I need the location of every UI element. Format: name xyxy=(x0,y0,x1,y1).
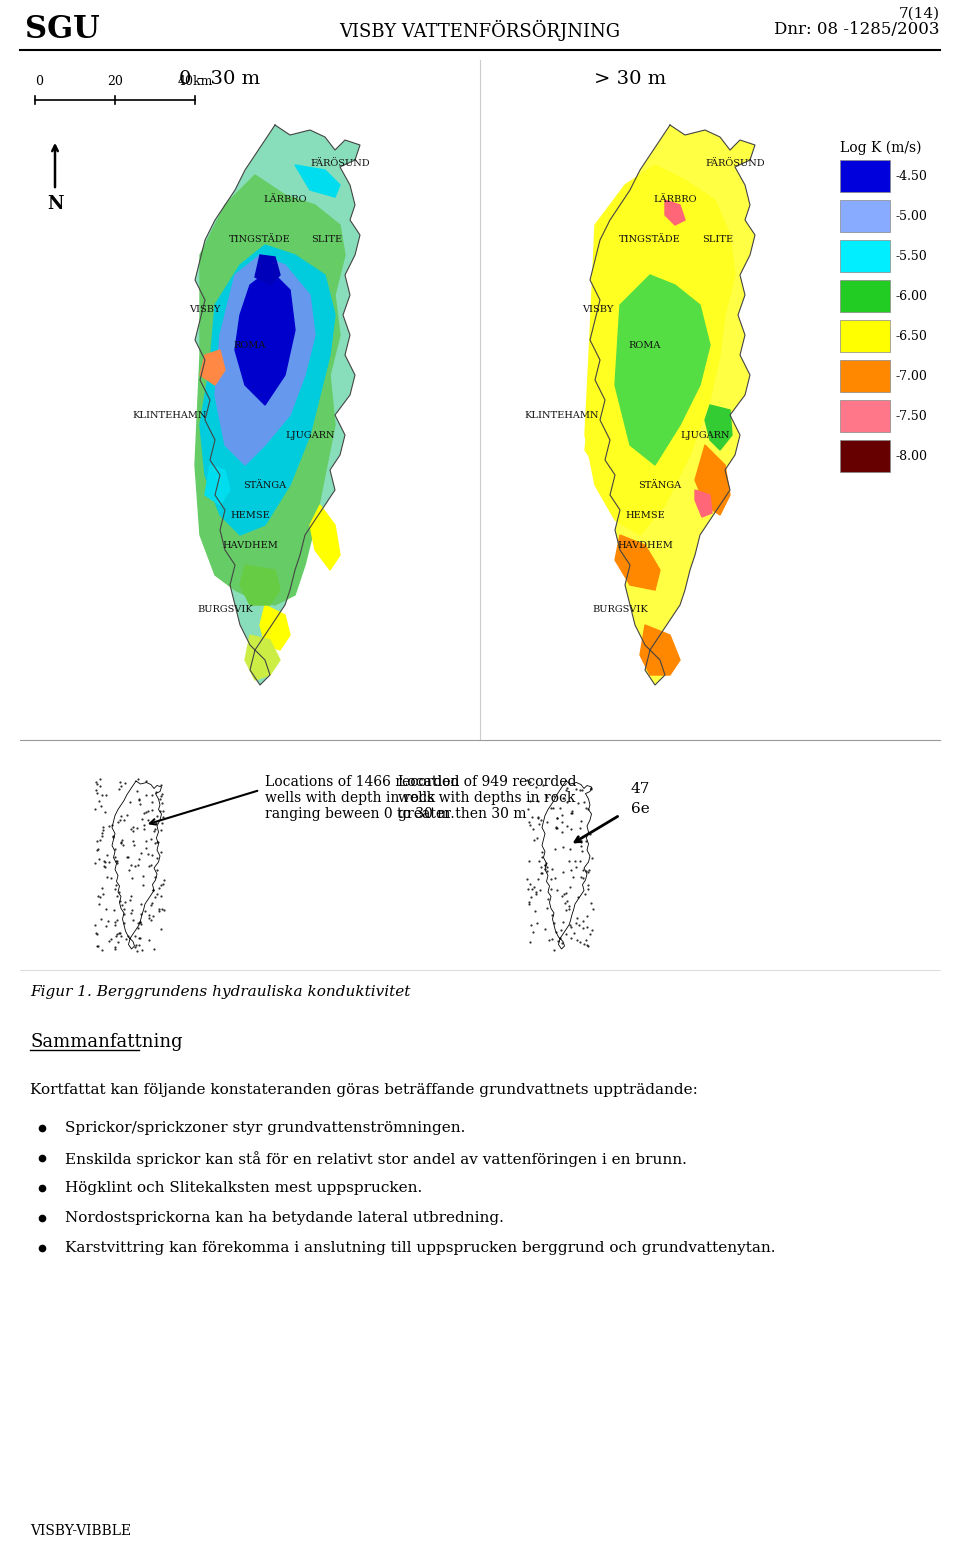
Polygon shape xyxy=(112,782,161,948)
Text: ranging beween 0 to 30 m.: ranging beween 0 to 30 m. xyxy=(265,807,455,821)
Text: 47: 47 xyxy=(631,782,650,796)
Text: ROMA: ROMA xyxy=(629,340,661,349)
Text: STÄNGA: STÄNGA xyxy=(244,480,287,490)
Text: HEMSE: HEMSE xyxy=(230,510,270,519)
Text: -5.00: -5.00 xyxy=(896,209,928,223)
Polygon shape xyxy=(542,782,591,948)
Text: > 30 m: > 30 m xyxy=(594,70,666,87)
Text: TINGSTÄDE: TINGSTÄDE xyxy=(619,236,681,245)
Text: -6.00: -6.00 xyxy=(896,290,928,303)
Text: TINGSTÄDE: TINGSTÄDE xyxy=(229,236,291,245)
Text: -6.50: -6.50 xyxy=(896,329,928,343)
Text: STÄNGA: STÄNGA xyxy=(638,480,682,490)
Text: -4.50: -4.50 xyxy=(896,170,928,183)
Polygon shape xyxy=(200,245,335,535)
Polygon shape xyxy=(200,349,225,385)
Text: LJUGARN: LJUGARN xyxy=(681,431,730,440)
Text: greater then 30 m: greater then 30 m xyxy=(398,807,526,821)
Text: LÄRBRO: LÄRBRO xyxy=(263,195,307,204)
Text: LÄRBRO: LÄRBRO xyxy=(653,195,697,204)
Text: VISBY: VISBY xyxy=(189,306,221,315)
Polygon shape xyxy=(255,254,280,285)
Text: Location of 949 recorded: Location of 949 recorded xyxy=(398,775,577,789)
Text: SGU: SGU xyxy=(25,14,100,45)
Text: -7.50: -7.50 xyxy=(896,409,927,423)
Bar xyxy=(840,399,890,432)
Text: ROMA: ROMA xyxy=(234,340,266,349)
Text: Log K (m/s): Log K (m/s) xyxy=(840,140,922,154)
Text: LJUGARN: LJUGARN xyxy=(285,431,335,440)
Polygon shape xyxy=(205,465,230,505)
Text: Dnr: 08 -1285/2003: Dnr: 08 -1285/2003 xyxy=(775,22,940,39)
Polygon shape xyxy=(600,195,725,505)
Bar xyxy=(840,161,890,192)
Polygon shape xyxy=(695,490,712,516)
Text: KLINTEHAMN: KLINTEHAMN xyxy=(525,410,599,420)
Text: Kortfattat kan följande konstateranden göras beträffande grundvattnets uppträdan: Kortfattat kan följande konstateranden g… xyxy=(30,1083,698,1097)
Polygon shape xyxy=(215,254,315,465)
Polygon shape xyxy=(260,605,290,651)
Text: FÄRÖSUND: FÄRÖSUND xyxy=(310,159,370,167)
Bar xyxy=(840,200,890,232)
Bar xyxy=(840,240,890,271)
Bar xyxy=(840,279,890,312)
Text: Sprickor/sprickzoner styr grundvattenströmningen.: Sprickor/sprickzoner styr grundvattenstr… xyxy=(65,1122,466,1136)
Text: KLINTEHAMN: KLINTEHAMN xyxy=(132,410,207,420)
Polygon shape xyxy=(615,275,710,465)
Text: VISBY: VISBY xyxy=(583,306,613,315)
Polygon shape xyxy=(590,125,755,685)
Text: Karstvittring kan förekomma i anslutning till uppsprucken berggrund och grundvat: Karstvittring kan förekomma i anslutning… xyxy=(65,1242,776,1254)
Text: -5.50: -5.50 xyxy=(896,250,927,262)
Polygon shape xyxy=(705,406,732,449)
Text: 20: 20 xyxy=(108,75,123,87)
Text: N: N xyxy=(47,195,63,214)
Text: BURGSVIK: BURGSVIK xyxy=(592,605,648,615)
Polygon shape xyxy=(695,445,730,515)
Text: 0 - 30 m: 0 - 30 m xyxy=(180,70,260,87)
Polygon shape xyxy=(195,125,360,685)
Text: HEMSE: HEMSE xyxy=(625,510,665,519)
Polygon shape xyxy=(240,565,280,605)
Text: wells with depth in rock: wells with depth in rock xyxy=(265,791,435,805)
Polygon shape xyxy=(235,270,295,406)
Text: Locations of 1466 recorded: Locations of 1466 recorded xyxy=(265,775,460,789)
Text: -7.00: -7.00 xyxy=(896,370,928,382)
Text: VISBY-VIBBLE: VISBY-VIBBLE xyxy=(30,1524,132,1538)
Text: 40km: 40km xyxy=(178,75,213,87)
Text: -8.00: -8.00 xyxy=(896,449,928,462)
Polygon shape xyxy=(585,424,605,465)
Polygon shape xyxy=(245,635,280,680)
Polygon shape xyxy=(615,535,660,590)
Text: SLITE: SLITE xyxy=(311,236,343,245)
Text: Nordostsprickorna kan ha betydande lateral utbredning.: Nordostsprickorna kan ha betydande later… xyxy=(65,1211,504,1225)
Text: wells with depths in rock: wells with depths in rock xyxy=(398,791,575,805)
Text: Sammanfattning: Sammanfattning xyxy=(30,1033,182,1051)
Text: Enskilda sprickor kan stå för en relativt stor andel av vattenföringen i en brun: Enskilda sprickor kan stå för en relativ… xyxy=(65,1151,686,1167)
Text: SLITE: SLITE xyxy=(703,236,733,245)
Text: Högklint och Slitekalksten mest uppsprucken.: Högklint och Slitekalksten mest uppspruc… xyxy=(65,1181,422,1195)
Text: FÄRÖSUND: FÄRÖSUND xyxy=(706,159,765,167)
Polygon shape xyxy=(310,505,340,569)
Text: 0: 0 xyxy=(35,75,43,87)
Bar xyxy=(840,320,890,353)
Text: VISBY VATTENFÖRSÖRJNING: VISBY VATTENFÖRSÖRJNING xyxy=(340,19,620,41)
Bar xyxy=(840,360,890,392)
Text: HAVDHEM: HAVDHEM xyxy=(617,540,673,549)
Text: BURGSVIK: BURGSVIK xyxy=(197,605,252,615)
Text: 6e: 6e xyxy=(631,802,649,816)
Polygon shape xyxy=(665,200,685,225)
Polygon shape xyxy=(295,165,340,197)
Polygon shape xyxy=(585,165,735,535)
Bar xyxy=(840,440,890,473)
Polygon shape xyxy=(195,175,345,605)
Polygon shape xyxy=(640,626,680,675)
Text: 7(14): 7(14) xyxy=(899,6,940,20)
Text: Figur 1. Berggrundens hydrauliska konduktivitet: Figur 1. Berggrundens hydrauliska konduk… xyxy=(30,984,410,998)
Text: HAVDHEM: HAVDHEM xyxy=(222,540,278,549)
